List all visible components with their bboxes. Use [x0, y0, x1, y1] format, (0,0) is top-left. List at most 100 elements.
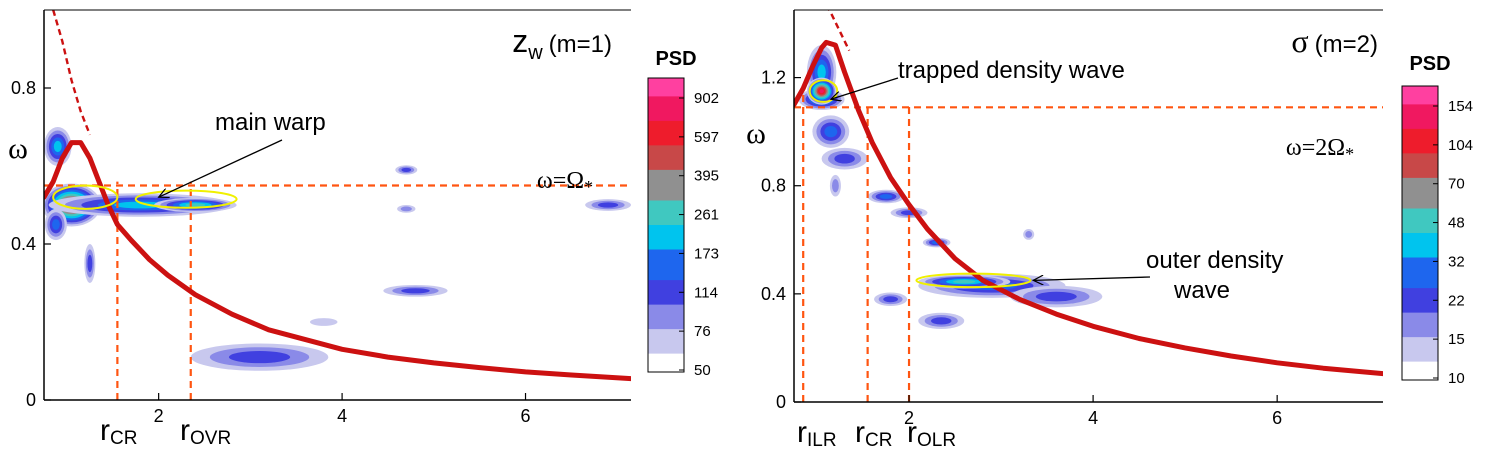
annotation-label: trapped density wave: [898, 57, 1125, 84]
psd-contour-level: [834, 153, 855, 164]
mode-ellipse: [52, 184, 119, 210]
colorbar-band: [1402, 104, 1438, 112]
y-tick-label: 0.8: [761, 176, 786, 196]
colorbar-band: [648, 114, 684, 122]
colorbar-tick-label: 173: [694, 245, 719, 262]
psd-contour-level: [879, 194, 893, 199]
colorbar-band: [648, 274, 684, 281]
colorbar-band: [648, 335, 684, 342]
psd-contour-blob: [383, 284, 448, 297]
colorbar-frame: [647, 77, 685, 373]
x-tick-label: 6: [1272, 408, 1282, 428]
psd-contour-blob: [395, 165, 418, 175]
colorbar-band: [1402, 98, 1438, 105]
colorbar-band: [1402, 306, 1438, 314]
colorbar-label: PSD: [655, 48, 696, 70]
colorbar-band: [1402, 171, 1438, 179]
y-tick-label: 0: [26, 390, 36, 410]
colorbar-band: [648, 176, 684, 183]
psd-contour-blob: [190, 343, 329, 371]
annotation-arrow: [159, 139, 283, 197]
colorbar-band: [648, 127, 684, 134]
colorbar-band: [1402, 220, 1438, 228]
colorbar-band: [1402, 288, 1438, 295]
colorbar-band: [648, 341, 684, 349]
pattern-speed-label: ω=2Ω*: [1286, 135, 1354, 164]
colorbar-band: [648, 163, 684, 171]
colorbar-band: [1402, 257, 1438, 265]
colorbar-band: [648, 133, 684, 140]
colorbar-band: [648, 182, 684, 189]
colorbar-frame: [1401, 85, 1439, 381]
colorbar-band: [648, 139, 684, 146]
colorbar-tick-label: 10: [1448, 370, 1465, 387]
psd-contour-level: [401, 167, 412, 172]
colorbar-band: [1402, 239, 1438, 246]
colorbar-band: [1402, 245, 1438, 252]
colorbar-band: [1402, 159, 1438, 167]
psd-contour-blob: [44, 208, 67, 241]
psd-contour-blob: [829, 174, 841, 197]
y-tick-label: 0.4: [11, 234, 36, 254]
colorbar-band: [1402, 355, 1438, 363]
resonance-label: rILR: [797, 416, 837, 451]
colorbar-band: [1402, 147, 1438, 154]
colorbar-band: [648, 249, 684, 257]
colorbar-band: [648, 255, 684, 263]
colorbar-band: [648, 102, 684, 110]
colorbar-band: [1402, 373, 1438, 381]
colorbar-band: [1402, 214, 1438, 222]
colorbar-band: [1402, 312, 1438, 320]
psd-contour-blob: [397, 205, 416, 213]
colorbar-band: [648, 316, 684, 324]
y-axis-label: ω: [746, 117, 766, 150]
colorbar-band: [1402, 275, 1438, 283]
colorbar-tick-label: 48: [1448, 215, 1465, 232]
colorbar-band: [1402, 337, 1438, 344]
colorbar-band: [1402, 184, 1438, 191]
colorbar-band: [648, 353, 684, 361]
colorbar-tick-label: 76: [694, 323, 711, 340]
psd-contour-level: [597, 202, 619, 208]
annotation-arrow: [831, 77, 899, 99]
colorbar-band: [648, 365, 684, 373]
psd-contour-level: [883, 296, 898, 303]
colorbar-band: [1402, 122, 1438, 130]
colorbar-band: [648, 90, 684, 97]
colorbar-band: [648, 225, 684, 232]
colorbar: PSD 902 597 395 261 173 114 76 50: [647, 48, 719, 379]
colorbar-band: [1402, 251, 1438, 259]
colorbar-band: [648, 292, 684, 300]
colorbar-band: [648, 151, 684, 159]
colorbar-band: [648, 323, 684, 330]
ridge-curve: [794, 39, 1383, 377]
colorbar-band: [1402, 116, 1438, 124]
psd-contour-level: [1025, 231, 1033, 238]
colorbar-label: PSD: [1409, 53, 1450, 75]
colorbar-band: [648, 267, 684, 275]
psd-contour-level: [53, 140, 62, 153]
colorbar-band: [648, 329, 684, 336]
colorbar-tick-label: 104: [1448, 137, 1473, 154]
colorbar-tick-label: 70: [1448, 176, 1465, 193]
psd-contour-blob: [812, 115, 850, 148]
psd-contour-blob: [309, 318, 338, 326]
colorbar-band: [648, 108, 684, 116]
colorbar-tick-label: 261: [694, 207, 719, 224]
psd-contour-blob: [806, 77, 837, 105]
psd-contour-blob: [585, 199, 631, 211]
colorbar-band: [1402, 318, 1438, 326]
psd-contour-level: [400, 206, 412, 212]
psd-contour-level: [824, 126, 838, 138]
colorbar-tick-label: 15: [1448, 331, 1465, 348]
x-tick-label: 2: [154, 406, 164, 426]
colorbar-band: [1402, 300, 1438, 308]
psd-contour-blob: [1023, 228, 1035, 240]
psd-contour-level: [309, 318, 338, 326]
colorbar-band: [648, 243, 684, 251]
psd-contour-blob: [84, 244, 96, 283]
psd-contour-level: [401, 288, 430, 294]
colorbar-band: [1402, 233, 1438, 240]
colorbar-band: [648, 237, 684, 244]
colorbar-band: [648, 78, 684, 85]
